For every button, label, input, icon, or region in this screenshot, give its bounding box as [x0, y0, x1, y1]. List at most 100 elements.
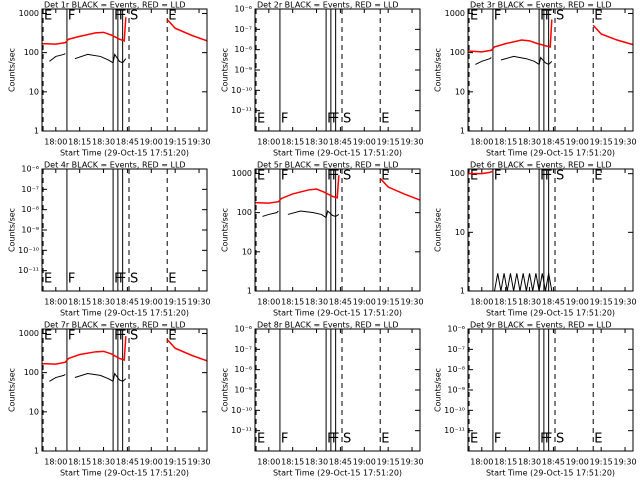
plot-frame [41, 328, 208, 452]
plot-frame [467, 328, 634, 452]
event-label: S [130, 272, 138, 287]
y-tick-label: 10 [242, 247, 252, 256]
series-line [74, 53, 127, 64]
y-tick-label: 1 [34, 447, 39, 456]
x-tick-label: 18:15 [68, 138, 91, 147]
y-tick-label: 10⁻⁸ [234, 45, 252, 54]
x-tick-label: 19:15 [164, 458, 187, 467]
x-tick-label: 19:00 [353, 138, 376, 147]
y-axis-label: Counts/sec [221, 208, 230, 252]
x-tick-label: 18:45 [329, 298, 352, 307]
x-tick-label: 19:30 [401, 298, 424, 307]
x-tick-label: 18:15 [494, 298, 517, 307]
event-label: F [281, 432, 288, 447]
y-tick-label: 10⁻¹¹ [444, 426, 465, 435]
x-tick-label: 18:45 [329, 138, 352, 147]
panel: Det 1r BLACK = Events, RED = LLD Start Ti… [8, 1, 211, 158]
y-tick-label: 10⁻¹⁰ [444, 406, 465, 415]
x-tick-label: 19:30 [188, 298, 211, 307]
event-label: S [343, 432, 351, 447]
x-axis-label: Start Time (29-Oct-15 17:51:20) [486, 309, 615, 318]
x-tick-label: 18:30 [305, 298, 328, 307]
y-tick-label: 10⁻⁹ [234, 386, 252, 395]
series-line [287, 210, 340, 219]
x-tick-label: 18:00 [257, 138, 280, 147]
event-label: E [44, 272, 52, 287]
event-label: E [470, 432, 478, 447]
plot-frame [254, 8, 421, 132]
chart-title: Det 7r BLACK = Events, RED = LLD [44, 321, 186, 330]
x-axis-label: Start Time (29-Oct-15 17:51:20) [60, 309, 189, 318]
chart-title: Det 2r BLACK = Events, RED = LLD [257, 1, 399, 10]
event-label: F [68, 272, 75, 287]
y-tick-label: 10⁻⁹ [447, 386, 465, 395]
chart-title: Det 6r BLACK = Events, RED = LLD [470, 161, 612, 170]
y-tick-label: 10⁻⁶ [234, 5, 252, 14]
panel: Det 9r BLACK = Events, RED = LLD Start Ti… [434, 321, 637, 478]
series-line [592, 24, 634, 46]
event-label: F [494, 169, 501, 184]
x-axis-label: Start Time (29-Oct-15 17:51:20) [60, 469, 189, 478]
series-line [467, 19, 553, 53]
event-label: S [556, 169, 564, 184]
event-label: E [470, 9, 478, 24]
x-tick-label: 18:30 [92, 138, 115, 147]
x-tick-label: 18:00 [470, 458, 493, 467]
y-tick-label: 1 [34, 127, 39, 136]
x-tick-label: 18:15 [281, 298, 304, 307]
x-tick-label: 18:00 [470, 138, 493, 147]
x-tick-label: 19:00 [566, 138, 589, 147]
x-tick-label: 18:30 [518, 298, 541, 307]
y-tick-label: 1 [460, 287, 465, 296]
chart-title: Det 9r BLACK = Events, RED = LLD [470, 321, 612, 330]
y-axis-label: Counts/sec [8, 368, 17, 412]
x-tick-label: 18:00 [44, 458, 67, 467]
series-line [468, 170, 494, 175]
x-axis-label: Start Time (29-Oct-15 17:51:20) [486, 149, 615, 158]
event-label: F [281, 169, 288, 184]
plot-frame [254, 168, 421, 292]
x-axis-label: Start Time (29-Oct-15 17:51:20) [273, 469, 402, 478]
event-label: S [130, 9, 138, 24]
x-tick-label: 18:00 [470, 298, 493, 307]
x-axis-label: Start Time (29-Oct-15 17:51:20) [60, 149, 189, 158]
event-label: S [556, 9, 564, 24]
plot-frame [41, 8, 208, 132]
x-tick-label: 19:15 [377, 298, 400, 307]
panel: Det 4r BLACK = Events, RED = LLD Start Ti… [8, 161, 211, 318]
x-tick-label: 18:45 [116, 138, 139, 147]
x-tick-label: 18:45 [542, 458, 565, 467]
x-tick-label: 18:15 [68, 458, 91, 467]
x-tick-label: 19:30 [401, 138, 424, 147]
event-label: E [594, 432, 602, 447]
series-line [41, 17, 127, 45]
y-tick-label: 1 [460, 127, 465, 136]
series-line [379, 177, 421, 201]
panel: Det 3r BLACK = Events, RED = LLD Start Ti… [434, 1, 637, 158]
series-line [494, 273, 553, 292]
x-tick-label: 19:30 [401, 458, 424, 467]
event-label: E [257, 112, 265, 127]
event-label: E [44, 9, 52, 24]
y-tick-label: 10 [29, 407, 39, 416]
event-label: S [343, 169, 351, 184]
x-tick-label: 19:00 [566, 298, 589, 307]
x-tick-label: 18:15 [494, 458, 517, 467]
plot-frame [467, 168, 634, 292]
panel: Det 2r BLACK = Events, RED = LLD Start Ti… [221, 1, 424, 158]
x-tick-label: 19:00 [353, 458, 376, 467]
x-tick-label: 18:30 [305, 458, 328, 467]
y-tick-label: 10⁻¹¹ [231, 426, 252, 435]
y-tick-label: 10⁻⁹ [21, 226, 39, 235]
x-tick-label: 19:15 [590, 458, 613, 467]
x-tick-label: 18:15 [281, 458, 304, 467]
plot-frame [467, 8, 634, 132]
x-tick-label: 19:30 [188, 138, 211, 147]
series-line [49, 374, 66, 382]
x-axis-label: Start Time (29-Oct-15 17:51:20) [273, 309, 402, 318]
y-tick-label: 100 [24, 48, 39, 57]
x-tick-label: 19:00 [140, 458, 163, 467]
x-tick-label: 19:15 [590, 138, 613, 147]
y-tick-label: 10⁻⁸ [21, 205, 39, 214]
y-tick-label: 1 [247, 287, 252, 296]
